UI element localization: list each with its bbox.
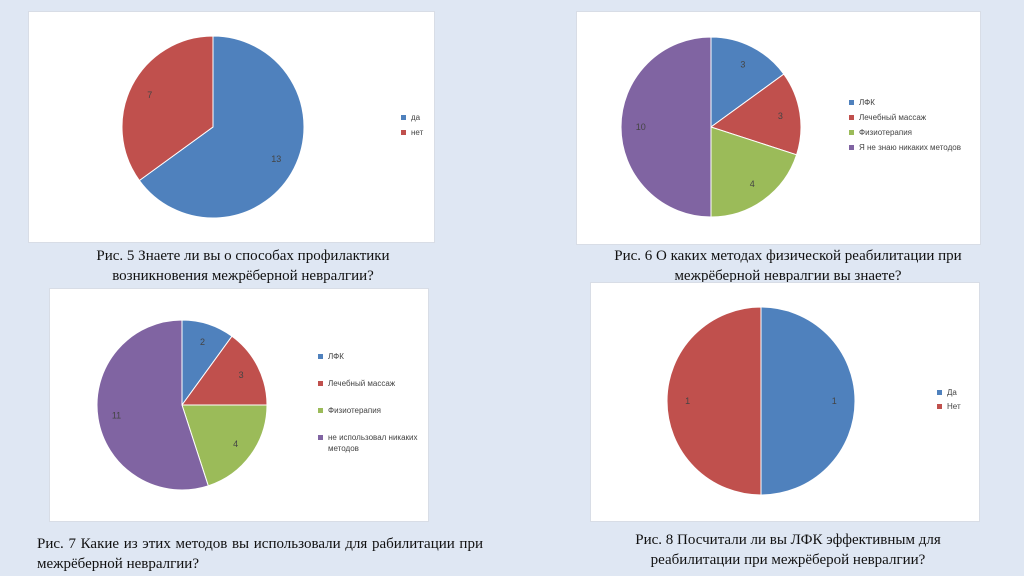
data-label: 3: [239, 370, 244, 380]
legend-label: методов: [328, 444, 359, 453]
legend-swatch: [401, 130, 406, 135]
pie-chart-1: 13 7 да нет: [121, 35, 424, 219]
caption-fig-7: Рис. 7 Какие из этих методов вы использо…: [37, 536, 483, 572]
chart-panel-1: 13 7 да нет: [28, 11, 435, 243]
legend-label: Я не знаю никаких методов: [859, 143, 961, 152]
pie-slice: [760, 306, 856, 496]
legend-swatch: [849, 145, 854, 150]
data-label: 1: [685, 396, 690, 406]
legend-swatch: [318, 408, 323, 413]
legend-label: да: [411, 113, 421, 122]
chart-panel-2: 3 3 4 10 ЛФК Лечебный массаж Физиотерапия Я не …: [576, 11, 981, 245]
legend-swatch: [849, 100, 854, 105]
legend-label: ЛФК: [859, 98, 875, 107]
legend-swatch: [849, 115, 854, 120]
pie-slice: [710, 36, 785, 128]
pie-slice: [181, 335, 268, 406]
pie-slice: [710, 126, 798, 218]
legend-swatch: [318, 354, 323, 359]
chart-panel-4: 1 1 Да Нет: [590, 282, 980, 522]
data-label: 1: [832, 396, 837, 406]
legend-label: нет: [411, 128, 424, 137]
pie-slice: [121, 35, 214, 182]
legend-label: Нет: [947, 402, 961, 411]
data-label: 10: [636, 122, 646, 132]
data-label: 11: [112, 410, 121, 420]
data-label: 7: [147, 90, 152, 100]
chart-panel-3: 2 3 4 11 ЛФК Лечебный массаж Физиотерапия не ис…: [49, 288, 429, 522]
pie-chart-2: 3 3 4 10 ЛФК Лечебный массаж Физиотерапия Я не …: [620, 36, 961, 218]
caption-fig-6: Рис. 6 О каких методах физической реабил…: [614, 248, 962, 284]
pie-slice: [96, 319, 209, 491]
legend-swatch: [849, 130, 854, 135]
legend-label: Физиотерапия: [328, 406, 381, 415]
legend-swatch: [318, 435, 323, 440]
data-label: 4: [233, 439, 238, 449]
pie-slice: [138, 35, 305, 219]
pie-slice: [666, 306, 762, 496]
data-label: 3: [778, 111, 783, 121]
data-label: 2: [200, 337, 205, 347]
legend-label: Лечебный массаж: [328, 379, 396, 388]
pie-slice: [620, 36, 712, 218]
caption-fig-5: Рис. 5 Знаете ли вы о способах профилакт…: [96, 248, 390, 284]
legend-swatch: [401, 115, 406, 120]
pie-chart-4: 1 1 Да Нет: [666, 306, 961, 496]
pie-slice: [181, 404, 268, 487]
caption-fig-8: Рис. 8 Посчитали ли вы ЛФК эффективным д…: [635, 532, 941, 568]
legend-swatch: [937, 390, 942, 395]
data-label: 4: [750, 179, 755, 189]
pie-slice: [709, 73, 802, 156]
data-label: 3: [740, 59, 745, 69]
legend-label: Физиотерапия: [859, 128, 912, 137]
legend-label: ЛФК: [328, 352, 344, 361]
legend-label: Да: [947, 388, 957, 397]
legend-swatch: [318, 381, 323, 386]
data-label: 13: [271, 154, 281, 164]
pie-chart-3: 2 3 4 11 ЛФК Лечебный массаж Физиотерапия не ис…: [96, 319, 418, 491]
legend-label: Лечебный массаж: [859, 113, 927, 122]
legend-swatch: [937, 404, 942, 409]
legend-label: не использовал никаких: [328, 433, 418, 442]
